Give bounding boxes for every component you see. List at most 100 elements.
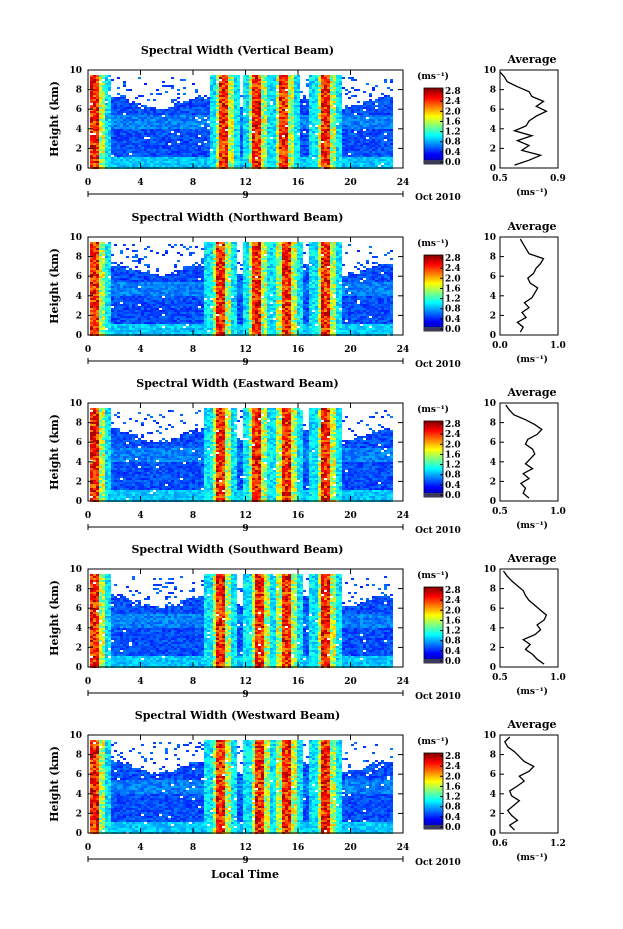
heatmap-cell [363, 113, 366, 115]
heatmap-cell [288, 165, 291, 167]
heatmap-cell [327, 119, 330, 121]
heatmap-cell [276, 123, 279, 125]
heatmap-cell [96, 258, 99, 260]
heatmap-cell [342, 127, 345, 129]
heatmap-cell [198, 121, 201, 123]
heatmap-cell [321, 91, 324, 93]
heatmap-cell [195, 151, 198, 153]
heatmap-cell [297, 155, 300, 157]
heatmap-cell [183, 111, 186, 113]
heatmap-cell [129, 107, 132, 109]
heatmap-cell [258, 123, 261, 125]
heatmap-cell [144, 284, 147, 286]
heatmap-cell [231, 141, 234, 143]
heatmap-cell [135, 141, 138, 143]
heatmap-cell [333, 107, 336, 109]
heatmap-cell [162, 137, 165, 139]
heatmap-cell [114, 111, 117, 113]
heatmap-cell [261, 135, 264, 137]
heatmap-cell [234, 99, 237, 101]
heatmap-cell [195, 129, 198, 131]
heatmap-cell [228, 95, 231, 97]
heatmap-cell [171, 141, 174, 143]
heatmap-cell [168, 115, 171, 117]
heatmap-cell [309, 115, 312, 117]
heatmap-cell [297, 99, 300, 101]
heatmap-cell [375, 119, 378, 121]
heatmap-cell [228, 127, 231, 129]
heatmap-cell [330, 75, 333, 77]
heatmap-cell [258, 149, 261, 151]
heatmap-cell [117, 159, 120, 161]
heatmap-cell [336, 89, 339, 91]
heatmap-cell [93, 328, 96, 330]
heatmap-cell [231, 85, 234, 87]
heatmap-cell [282, 95, 285, 97]
heatmap-cell [321, 155, 324, 157]
heatmap-cell [390, 161, 393, 163]
heatmap-cell [108, 131, 111, 133]
heatmap-cell [99, 244, 102, 246]
heatmap-cell [204, 155, 207, 157]
heatmap-cell [336, 143, 339, 145]
heatmap-cell [171, 147, 174, 149]
heatmap-cell [123, 244, 126, 246]
heatmap-cell [264, 141, 267, 143]
heatmap-cell [105, 83, 108, 85]
heatmap-cell [102, 95, 105, 97]
heatmap-cell [90, 316, 93, 318]
heatmap-cell [390, 133, 393, 135]
heatmap-cell [216, 135, 219, 137]
heatmap-cell [270, 81, 273, 83]
profile-y-tick-label: 8 [490, 86, 496, 96]
heatmap-cell [108, 278, 111, 280]
heatmap-cell [93, 81, 96, 83]
heatmap-cell [120, 109, 123, 111]
heatmap-cell [150, 278, 153, 280]
heatmap-cell [174, 165, 177, 167]
heatmap-cell [147, 320, 150, 322]
heatmap-cell [363, 127, 366, 129]
heatmap-cell [108, 284, 111, 286]
heatmap-cell [351, 161, 354, 163]
heatmap-cell [153, 316, 156, 318]
heatmap-cell [189, 101, 192, 103]
heatmap-cell [294, 133, 297, 135]
heatmap-cell [231, 111, 234, 113]
heatmap-cell [378, 151, 381, 153]
heatmap-cell [96, 145, 99, 147]
heatmap-cell [150, 127, 153, 129]
heatmap-cell [204, 103, 207, 105]
heatmap-cell [294, 97, 297, 99]
heatmap-cell [159, 159, 162, 161]
heatmap-cell [339, 147, 342, 149]
heatmap-cell [273, 129, 276, 131]
heatmap-cell [183, 115, 186, 117]
heatmap-cell [141, 314, 144, 316]
heatmap-cell [123, 324, 126, 326]
heatmap-cell [357, 155, 360, 157]
heatmap-cell [132, 125, 135, 127]
heatmap-cell [285, 103, 288, 105]
heatmap-cell [330, 157, 333, 159]
heatmap-cell [99, 316, 102, 318]
heatmap-cell [384, 135, 387, 137]
heatmap-cell [90, 310, 93, 312]
heatmap-cell [306, 159, 309, 161]
heatmap-cell [285, 133, 288, 135]
heatmap-cell [120, 101, 123, 103]
heatmap-cell [261, 85, 264, 87]
heatmap-cell [327, 93, 330, 95]
heatmap-cell [360, 165, 363, 167]
heatmap-cell [291, 99, 294, 101]
heatmap-cell [264, 81, 267, 83]
heatmap-cell [276, 149, 279, 151]
heatmap-cell [372, 127, 375, 129]
heatmap-cell [219, 107, 222, 109]
heatmap-cell [117, 117, 120, 119]
heatmap-cell [240, 145, 243, 147]
heatmap-cell [273, 127, 276, 129]
heatmap-cell [279, 77, 282, 79]
heatmap-cell [321, 165, 324, 167]
heatmap-cell [312, 95, 315, 97]
